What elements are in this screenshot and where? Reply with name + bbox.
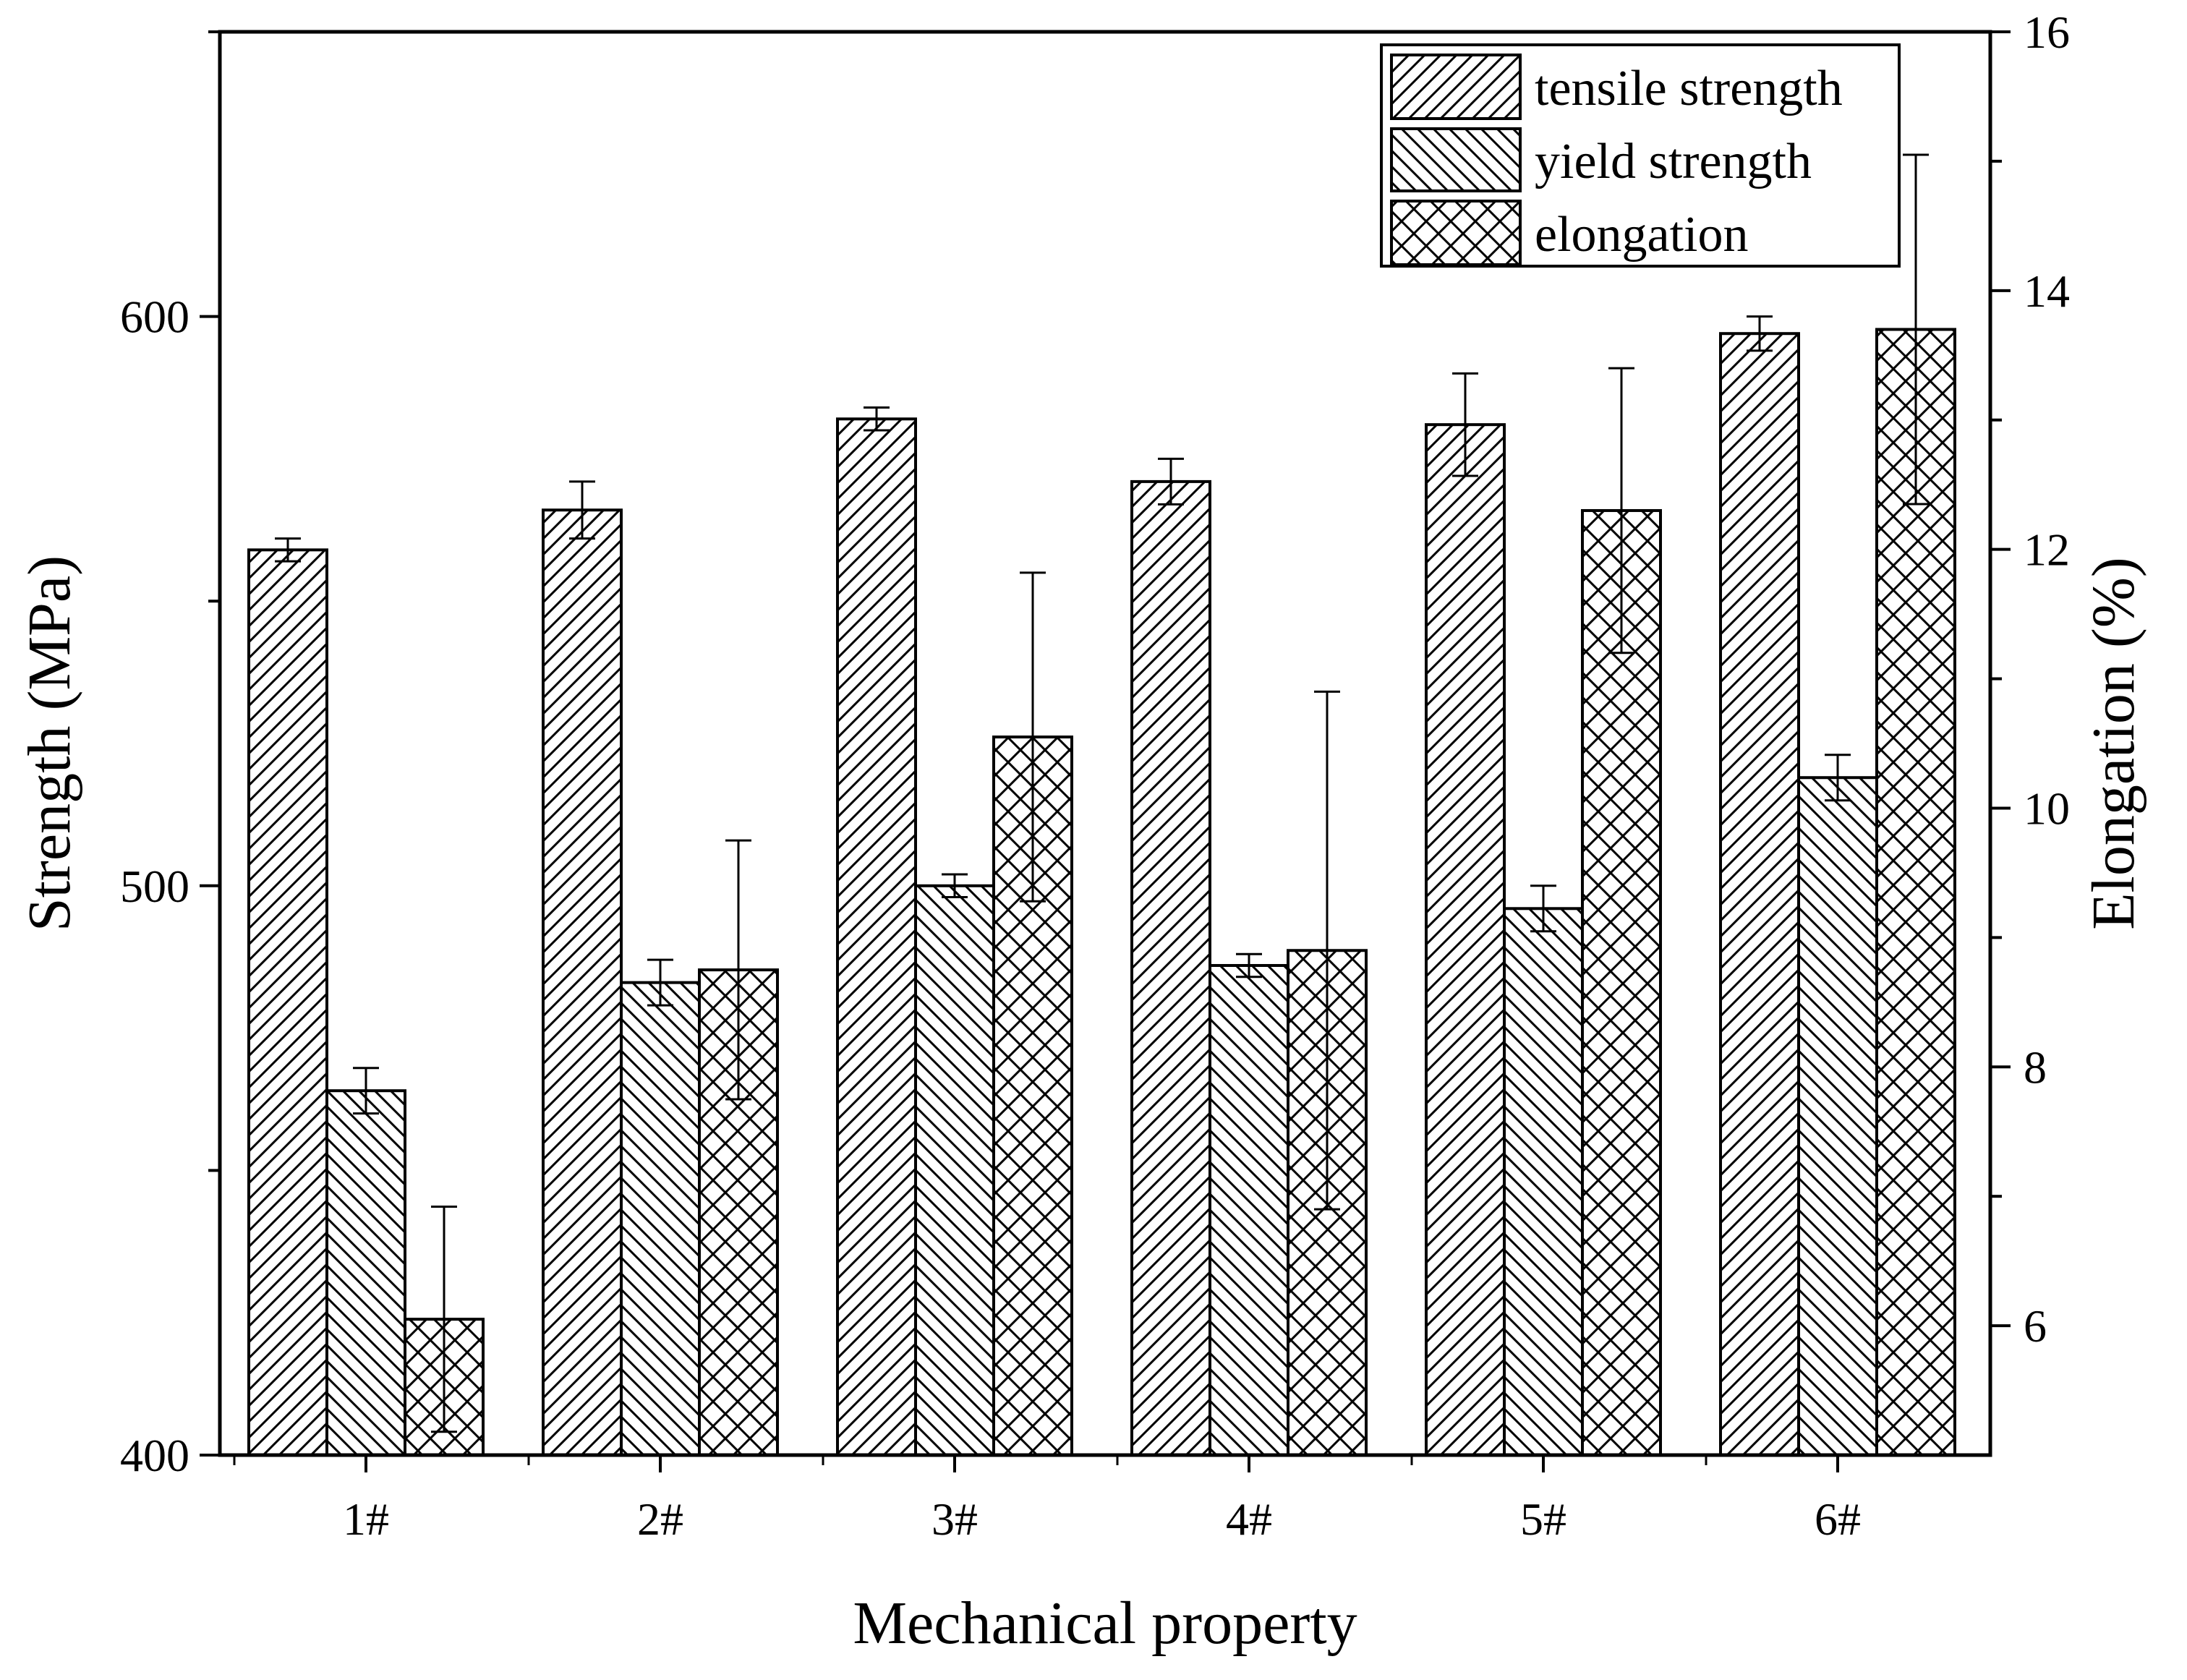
error-bar-tensile-1 [275,537,301,563]
legend-label-elongation: elongation [1535,207,1748,263]
bar-yield-3 [914,884,995,1457]
axes-layer: 1# 2# 3# 4# 5# 6# 400 500 600 6 8 10 12 14 16 [120,7,2070,1545]
x-tick-label: 4# [1226,1493,1272,1545]
error-bar-tensile-6 [1747,315,1773,352]
error-bar-elongation-4 [1314,690,1340,1211]
x-tick-label: 5# [1520,1493,1566,1545]
x-tick-label: 3# [932,1493,978,1545]
legend-item-elongation: elongation [1390,200,1748,266]
legend-swatch-yield [1390,127,1522,192]
error-bar-tensile-3 [864,406,890,432]
y2-tick-label: 14 [2024,265,2070,317]
legend-swatch-elongation [1390,200,1522,266]
y-tick-label: 500 [120,861,189,912]
bar-yield-5 [1503,907,1584,1457]
error-bar-yield-3 [942,873,968,899]
error-bar-yield-1 [353,1067,379,1115]
x-axis-title: Mechanical property [853,1590,1357,1657]
legend-label-tensile: tensile strength [1535,61,1843,116]
y2-tick-label: 10 [2024,783,2070,834]
y2-tick-label: 16 [2024,7,2070,58]
y2-tick-label: 12 [2024,524,2070,576]
error-bar-yield-4 [1236,952,1262,978]
y-tick-label: 400 [120,1430,189,1481]
x-tick-label: 6# [1815,1493,1861,1545]
error-bar-elongation-3 [1020,571,1046,903]
legend-item-yield: yield strength [1390,127,1812,192]
bar-tensile-3 [836,417,917,1457]
legend: tensile strength yield strength elongati… [1380,43,1901,268]
bar-yield-4 [1208,964,1289,1457]
y2-axis-title: Elongation (%) [2080,557,2147,930]
x-tick-label: 1# [343,1493,389,1545]
error-bar-elongation-2 [725,839,751,1101]
bar-yield-1 [325,1089,406,1457]
error-bar-yield-6 [1825,754,1851,802]
legend-swatch-tensile [1390,54,1522,120]
error-bar-yield-5 [1530,884,1556,933]
legend-label-yield: yield strength [1535,134,1812,189]
bar-yield-2 [620,981,701,1457]
y-axis-title: Strength (MPa) [16,555,83,931]
error-bar-tensile-2 [569,480,595,540]
error-bar-yield-2 [647,958,673,1007]
bar-tensile-4 [1130,479,1211,1457]
y2-tick-label: 6 [2024,1300,2047,1352]
error-bars-layer [275,153,1929,1433]
bar-yield-6 [1797,776,1878,1457]
bar-elongation-6 [1875,328,1956,1457]
y-tick-label: 600 [120,291,189,343]
bars-layer [247,328,1956,1457]
error-bar-elongation-5 [1608,367,1634,654]
error-bar-elongation-6 [1903,153,1929,506]
bar-tensile-6 [1719,332,1800,1457]
error-bar-tensile-5 [1452,372,1478,477]
x-tick-label: 2# [637,1493,683,1545]
plot-frame [218,30,1992,1457]
bar-tensile-5 [1425,423,1506,1457]
error-bar-tensile-4 [1158,457,1184,506]
legend-item-tensile: tensile strength [1390,54,1843,120]
error-bar-elongation-1 [431,1205,457,1433]
bar-tensile-2 [542,508,623,1457]
bar-tensile-1 [247,548,328,1457]
y2-tick-label: 8 [2024,1041,2047,1093]
